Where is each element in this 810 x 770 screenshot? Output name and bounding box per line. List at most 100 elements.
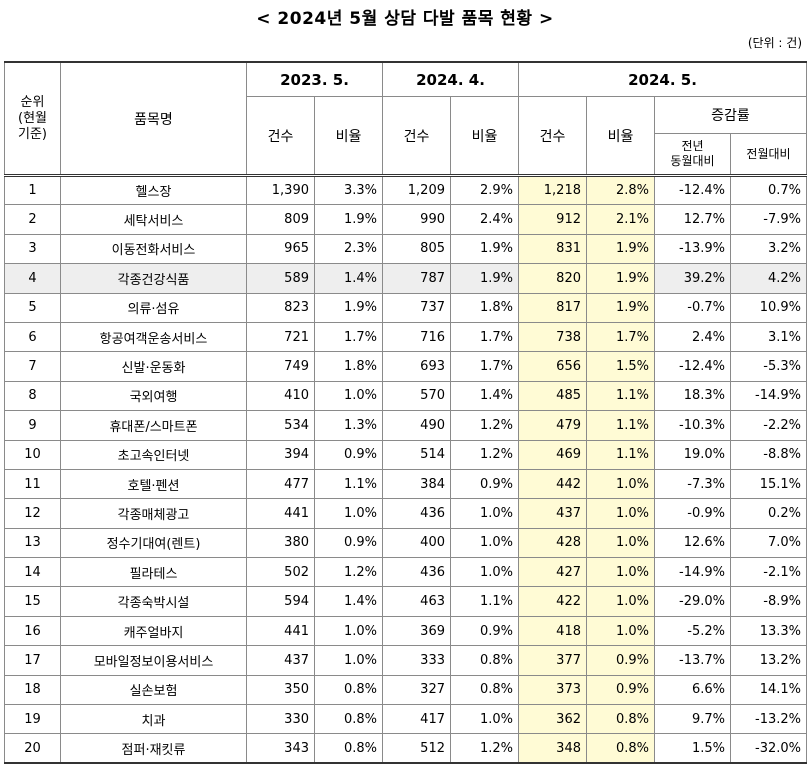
item-name-cell: 각종숙박시설 (60, 586, 247, 617)
table-row: 20 점퍼·재킷류 343 0.8% 512 1.2% 348 0.8% 1.5% -32.0% (4, 733, 807, 764)
table-row: 3 이동전화서비스 965 2.3% 805 1.9% 831 1.9% -13.9% 3.2% (4, 233, 807, 265)
count-2024-04-cell: 327 (382, 674, 451, 706)
mom-change-cell: -5.3% (730, 351, 807, 382)
rank-cell: 4 (4, 263, 61, 294)
yoy-change-cell: -5.2% (654, 615, 731, 647)
yoy-change-cell: 1.5% (654, 733, 731, 764)
yoy-change-cell: -7.3% (654, 468, 731, 500)
count-2024-04-cell: 369 (382, 615, 451, 647)
ratio-2024-05-cell: 1.0% (586, 586, 655, 617)
item-header: 품목명 (60, 61, 247, 176)
count-2024-05-cell: 362 (518, 704, 587, 735)
ratio-2024-05-cell: 1.1% (586, 410, 655, 441)
count-2024-04-cell: 514 (382, 439, 451, 470)
rank-header-line: (현월 (18, 110, 47, 126)
ratio-2024-04-cell: 0.8% (450, 674, 519, 706)
rank-cell: 5 (4, 292, 61, 323)
table-row: 1 헬스장 1,390 3.3% 1,209 2.9% 1,218 2.8% -12.4% 0.7… (4, 174, 807, 206)
count-2024-05-cell: 469 (518, 439, 587, 470)
ratio-2023-05-cell: 1.9% (314, 204, 383, 235)
ratio-2023-05-cell: 1.0% (314, 498, 383, 529)
count-2023-05-cell: 330 (246, 704, 315, 735)
ratio-2024-04-cell: 1.7% (450, 351, 519, 382)
consultation-table: 순위 (현월 기준) 품목명 2023. 5. 2024. 4. 2024. 5… (4, 61, 807, 765)
item-name-cell: 호텔·펜션 (60, 468, 247, 500)
count-2023-05-cell: 721 (246, 321, 315, 353)
table-row: 4 각종건강식품 589 1.4% 787 1.9% 820 1.9% 39.2% 4.2% (4, 263, 807, 294)
ratio-2023-05-cell: 1.0% (314, 615, 383, 647)
item-name-cell: 초고속인터넷 (60, 439, 247, 470)
count-2023-05-cell: 534 (246, 410, 315, 441)
rank-header: 순위 (현월 기준) (4, 61, 61, 176)
ratio-2023-05-cell: 1.1% (314, 468, 383, 500)
count-2023-05-cell: 350 (246, 674, 315, 706)
count-2023-05-cell: 809 (246, 204, 315, 235)
item-name-cell: 모바일정보이용서비스 (60, 645, 247, 676)
yoy-change-cell: 12.7% (654, 204, 731, 235)
mom-change-cell: 15.1% (730, 468, 807, 500)
mom-change-cell: 0.2% (730, 498, 807, 529)
rank-cell: 13 (4, 527, 61, 559)
ratio-2024-04-cell: 1.7% (450, 321, 519, 353)
count-2023-05-cell: 823 (246, 292, 315, 323)
count-2024-05-cell: 377 (518, 645, 587, 676)
count-2024-05-cell: 485 (518, 380, 587, 412)
count-2024-05-cell: 820 (518, 263, 587, 294)
count-header: 건수 (382, 96, 451, 176)
item-name-cell: 각종건강식품 (60, 263, 247, 294)
rank-cell: 19 (4, 704, 61, 735)
ratio-2024-04-cell: 1.1% (450, 586, 519, 617)
ratio-header: 비율 (450, 96, 519, 176)
mom-change-cell: -8.8% (730, 439, 807, 470)
rank-cell: 8 (4, 380, 61, 412)
ratio-2023-05-cell: 1.4% (314, 586, 383, 617)
yoy-header-line: 동월대비 (670, 154, 715, 168)
rank-header-line: 기준) (18, 126, 47, 142)
count-2024-05-cell: 348 (518, 733, 587, 764)
item-name-cell: 점퍼·재킷류 (60, 733, 247, 764)
yoy-change-cell: 6.6% (654, 674, 731, 706)
table-row: 17 모바일정보이용서비스 437 1.0% 333 0.8% 377 0.9% -13.7% 1… (4, 645, 807, 676)
ratio-2024-05-cell: 1.1% (586, 439, 655, 470)
ratio-2024-04-cell: 1.8% (450, 292, 519, 323)
ratio-2024-04-cell: 2.9% (450, 174, 519, 206)
yoy-change-cell: -10.3% (654, 410, 731, 441)
table-row: 5 의류·섬유 823 1.9% 737 1.8% 817 1.9% -0.7% 10.9% (4, 292, 807, 323)
mom-change-cell: 0.7% (730, 174, 807, 206)
mom-change-cell: 13.2% (730, 645, 807, 676)
item-name-cell: 필라테스 (60, 557, 247, 588)
count-2023-05-cell: 589 (246, 263, 315, 294)
ratio-2024-04-cell: 1.9% (450, 233, 519, 265)
rank-cell: 1 (4, 174, 61, 206)
ratio-2023-05-cell: 1.3% (314, 410, 383, 441)
count-2024-05-cell: 738 (518, 321, 587, 353)
item-name-cell: 실손보험 (60, 674, 247, 706)
growth-header: 증감률 (654, 96, 807, 134)
table-row: 2 세탁서비스 809 1.9% 990 2.4% 912 2.1% 12.7% -7.9% (4, 204, 807, 235)
yoy-change-cell: 18.3% (654, 380, 731, 412)
yoy-change-cell: 9.7% (654, 704, 731, 735)
rank-cell: 7 (4, 351, 61, 382)
ratio-2023-05-cell: 1.7% (314, 321, 383, 353)
mom-change-cell: -2.2% (730, 410, 807, 441)
count-2023-05-cell: 410 (246, 380, 315, 412)
ratio-2024-05-cell: 0.9% (586, 674, 655, 706)
yoy-change-cell: 39.2% (654, 263, 731, 294)
count-2023-05-cell: 394 (246, 439, 315, 470)
rank-cell: 2 (4, 204, 61, 235)
table-body: 1 헬스장 1,390 3.3% 1,209 2.9% 1,218 2.8% -12.4% 0.7… (4, 174, 807, 764)
rank-cell: 10 (4, 439, 61, 470)
ratio-2023-05-cell: 1.8% (314, 351, 383, 382)
rank-cell: 11 (4, 468, 61, 500)
count-2024-04-cell: 417 (382, 704, 451, 735)
yoy-header-line: 전년 (681, 139, 704, 153)
ratio-2024-05-cell: 1.0% (586, 557, 655, 588)
ratio-2024-04-cell: 1.0% (450, 498, 519, 529)
count-2023-05-cell: 437 (246, 645, 315, 676)
ratio-2024-05-cell: 1.7% (586, 321, 655, 353)
count-2023-05-cell: 343 (246, 733, 315, 764)
count-2023-05-cell: 441 (246, 498, 315, 529)
count-2024-04-cell: 716 (382, 321, 451, 353)
ratio-header: 비율 (314, 96, 383, 176)
yoy-change-cell: -13.9% (654, 233, 731, 265)
